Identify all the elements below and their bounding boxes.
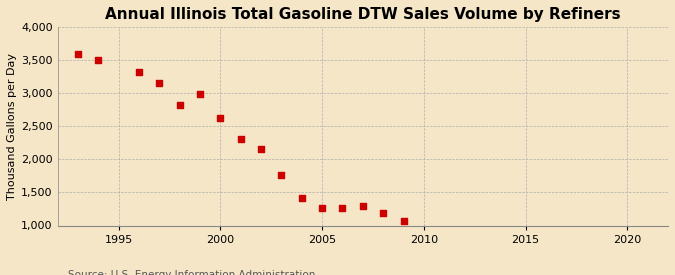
Point [398, 219, 409, 223]
Point [378, 211, 389, 215]
Point [236, 137, 246, 141]
Title: Annual Illinois Total Gasoline DTW Sales Volume by Refiners: Annual Illinois Total Gasoline DTW Sales… [105, 7, 620, 22]
Point [215, 116, 225, 120]
Point [276, 172, 287, 177]
Point [154, 81, 165, 86]
Point [337, 205, 348, 210]
Point [194, 92, 205, 96]
Point [358, 204, 369, 208]
Point [174, 102, 185, 107]
Point [134, 69, 144, 74]
Point [317, 205, 327, 210]
Text: Source: U.S. Energy Information Administration: Source: U.S. Energy Information Administ… [68, 271, 315, 275]
Point [93, 58, 104, 62]
Point [72, 51, 83, 56]
Point [296, 196, 307, 200]
Y-axis label: Thousand Gallons per Day: Thousand Gallons per Day [7, 53, 17, 200]
Point [256, 147, 267, 151]
